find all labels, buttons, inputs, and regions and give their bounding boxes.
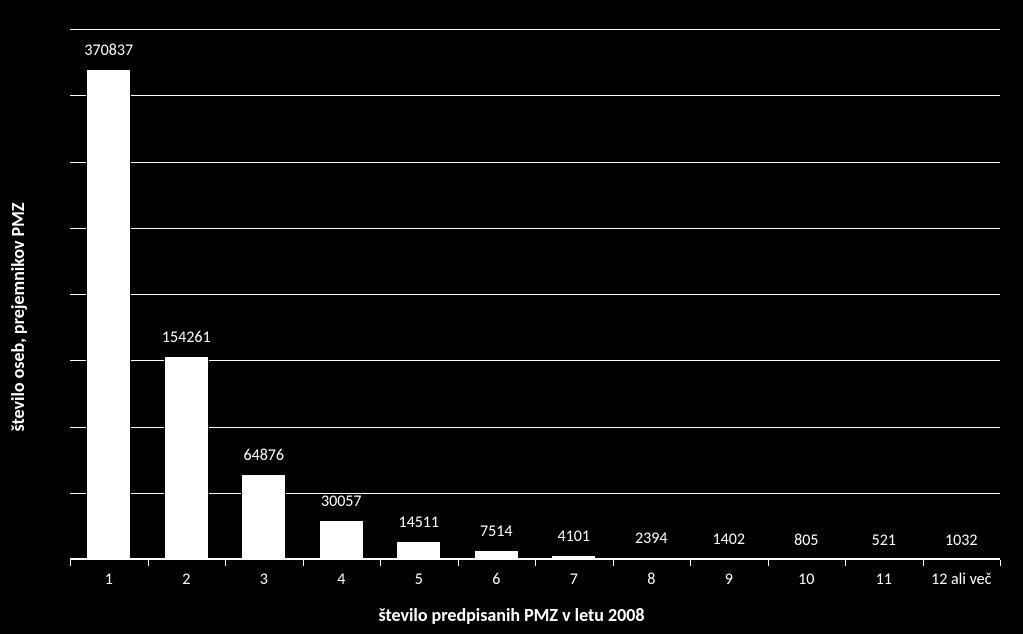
x-tick	[148, 560, 149, 566]
x-tick	[613, 560, 614, 566]
category-label: 7	[535, 570, 613, 589]
data-label: 14511	[380, 513, 458, 532]
data-label: 521	[845, 531, 923, 550]
x-tick	[845, 560, 846, 566]
category-label: 9	[690, 570, 768, 589]
category-label: 1	[70, 570, 148, 589]
x-tick	[303, 560, 304, 566]
category-label: 8	[613, 570, 691, 589]
category-label: 3	[225, 570, 303, 589]
category-label: 11	[845, 570, 923, 589]
data-label: 1032	[923, 531, 1001, 550]
x-tick	[70, 560, 71, 566]
x-axis-baseline	[70, 558, 1000, 560]
category-label: 4	[303, 570, 381, 589]
x-tick	[690, 560, 691, 566]
y-axis-label: število oseb, prejemnikov PMZ	[7, 203, 29, 432]
x-tick	[380, 560, 381, 566]
x-tick	[1000, 560, 1001, 566]
x-axis-label: število predpisanih PMZ v letu 2008	[0, 604, 1023, 626]
data-label: 154261	[148, 328, 226, 347]
x-tick	[458, 560, 459, 566]
category-label: 6	[458, 570, 536, 589]
data-label: 4101	[535, 527, 613, 546]
data-label: 64876	[225, 446, 303, 465]
chart-container: število oseb, prejemnikov PMZ 1234567891…	[0, 0, 1023, 634]
bar	[164, 356, 209, 560]
category-label: 2	[148, 570, 226, 589]
plot-area	[70, 30, 1000, 560]
x-tick	[225, 560, 226, 566]
bar	[241, 474, 286, 560]
category-label: 10	[768, 570, 846, 589]
bars-group	[70, 30, 1000, 560]
data-label: 1402	[690, 530, 768, 549]
category-label: 12 ali več	[923, 570, 1001, 589]
x-tick	[535, 560, 536, 566]
data-label: 2394	[613, 529, 691, 548]
x-tick	[923, 560, 924, 566]
x-tick	[768, 560, 769, 566]
bar	[86, 69, 131, 560]
data-label: 7514	[458, 522, 536, 541]
category-label: 5	[380, 570, 458, 589]
data-label: 370837	[70, 41, 148, 60]
bar	[319, 520, 364, 560]
data-label: 805	[768, 531, 846, 550]
data-label: 30057	[303, 492, 381, 511]
